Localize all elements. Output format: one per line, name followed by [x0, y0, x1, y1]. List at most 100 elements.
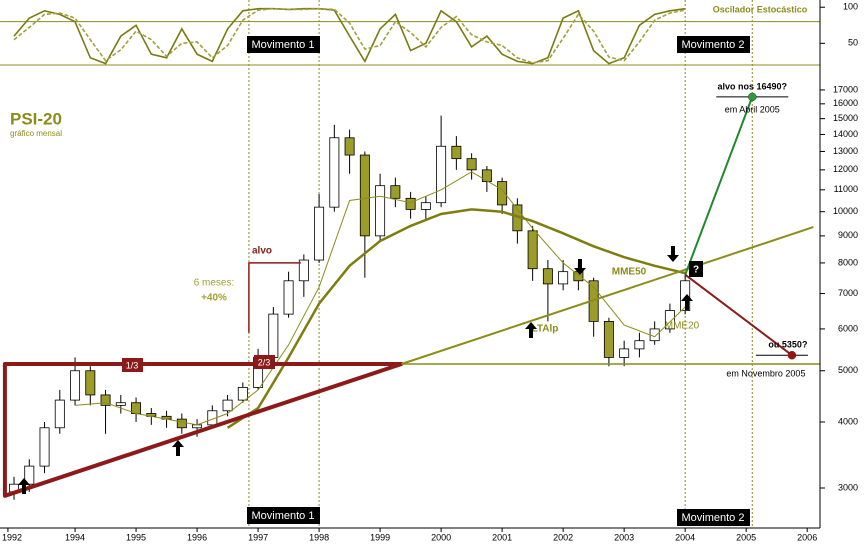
movement-box [677, 509, 750, 526]
oscillator-title: Oscilador Estocástico [713, 4, 808, 14]
moving-average [226, 208, 686, 429]
y-tick-label: 100 [843, 2, 858, 12]
chart-title: PSI-20 [10, 109, 62, 128]
x-tick-label: 2003 [614, 532, 634, 542]
candle-body [634, 340, 645, 350]
target-label: alvo [252, 246, 272, 257]
movement-box [677, 36, 750, 53]
candle-body [39, 427, 50, 467]
movement-label: Movimento 1 [252, 510, 315, 522]
candle-body [222, 399, 233, 412]
candle-body [100, 394, 111, 406]
drawn-line [2, 362, 404, 498]
candle-body [619, 348, 630, 358]
candle-body [497, 181, 508, 206]
drawn-line [684, 273, 793, 356]
x-tick-label: 1995 [126, 532, 146, 542]
target-label: ou 5350? [768, 340, 807, 350]
gain-label: +40% [201, 293, 227, 304]
trendline-label: LTAlp [532, 324, 559, 335]
y-tick-label: 4000 [838, 416, 858, 426]
x-tick-label: 2002 [553, 532, 573, 542]
candle-body [359, 154, 370, 237]
moving-average [74, 171, 686, 426]
candle-body [298, 259, 309, 282]
third-label: 1/3 [126, 360, 139, 370]
grid-layer [0, 0, 820, 528]
y-tick-label: 10000 [833, 206, 858, 216]
candle-body [420, 202, 431, 210]
chart-subtitle: gráfico mensal [10, 129, 62, 138]
x-tick-label: 1998 [309, 532, 329, 542]
candle-body [664, 310, 675, 330]
y-tick-label: 50 [848, 38, 858, 48]
x-tick-label: 2001 [492, 532, 512, 542]
candle-body [375, 185, 386, 237]
x-tick-label: 1999 [370, 532, 390, 542]
x-tick-label: 2004 [675, 532, 695, 542]
y-tick-label: 15000 [833, 113, 858, 123]
candle-body [451, 145, 462, 160]
candle-body [70, 370, 81, 401]
third-box [122, 358, 143, 372]
candle-body [466, 158, 477, 171]
y-tick-label: 13000 [833, 146, 858, 156]
candle-body [314, 206, 325, 261]
y-tick-label: 5000 [838, 365, 858, 375]
data-layer [2, 7, 820, 500]
movement-label: Movimento 2 [682, 512, 745, 524]
y-tick-label: 11000 [834, 184, 858, 194]
x-tick-label: 2006 [797, 532, 817, 542]
y-tick-label: 14000 [833, 129, 858, 139]
y-tick-label: 17000 [833, 84, 858, 94]
y-tick-label: 16000 [833, 98, 858, 108]
candle-body [237, 387, 248, 401]
candle-body [176, 418, 187, 429]
candle-body [85, 370, 96, 396]
movement-label: Movimento 1 [252, 39, 315, 51]
drawn-line [684, 96, 754, 276]
candle-body [649, 328, 660, 342]
third-label: 2/3 [258, 357, 271, 367]
candle-body [436, 145, 447, 204]
x-tick-label: 1992 [2, 532, 22, 542]
ma-label: MME20 [665, 321, 700, 332]
months-label: 6 meses: [194, 278, 235, 289]
y-tick-label: 3000 [838, 482, 858, 492]
candle-body [405, 197, 416, 210]
candle-body [344, 137, 355, 156]
candle-body [603, 320, 614, 358]
candle-body [390, 185, 401, 199]
question-label: ? [693, 265, 699, 276]
y-tick-label: 8000 [838, 257, 858, 267]
drawn-line [248, 262, 301, 333]
x-tick-label: 2005 [736, 532, 756, 542]
x-tick-label: 2000 [431, 532, 451, 542]
movement-box [247, 36, 320, 53]
question-box [689, 261, 703, 277]
y-tick-label: 7000 [838, 288, 858, 298]
candle-body [527, 230, 538, 270]
x-tick-label: 1997 [248, 532, 268, 542]
candle-body [283, 280, 294, 315]
y-tick-label: 9000 [838, 230, 858, 240]
candle-body [54, 399, 65, 429]
movement-label: Movimento 2 [682, 39, 745, 51]
target-dot [787, 350, 797, 360]
drawn-line [401, 226, 814, 365]
target-note: em Abril 2005 [725, 104, 780, 114]
ma-label: MME50 [612, 267, 647, 278]
x-tick-label: 1996 [187, 532, 207, 542]
target-dot [748, 92, 757, 102]
candle-body [115, 402, 126, 406]
candle-body [558, 271, 569, 285]
oscillator-line [13, 7, 686, 65]
candle-body [542, 268, 553, 285]
oscillator-line [13, 7, 686, 64]
candle-body [329, 137, 340, 208]
movement-box [247, 507, 320, 524]
target-note: em Novembro 2005 [726, 369, 805, 379]
